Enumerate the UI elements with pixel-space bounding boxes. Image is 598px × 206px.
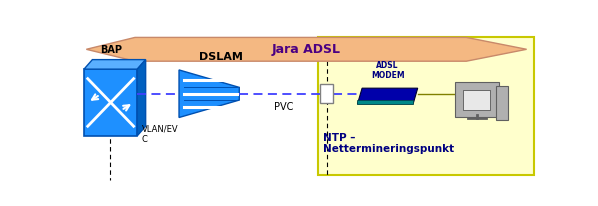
Text: NTP –
Nettermineringspunkt: NTP – Nettermineringspunkt	[323, 133, 454, 154]
FancyBboxPatch shape	[496, 86, 508, 120]
FancyBboxPatch shape	[318, 37, 533, 175]
FancyBboxPatch shape	[321, 84, 333, 103]
Polygon shape	[84, 60, 146, 69]
Text: DSLAM: DSLAM	[199, 52, 243, 62]
Text: Jara ADSL: Jara ADSL	[272, 43, 341, 56]
Text: PVC: PVC	[274, 102, 294, 112]
Polygon shape	[358, 100, 413, 104]
Polygon shape	[138, 60, 146, 136]
Text: ADSL
MODEM: ADSL MODEM	[371, 61, 404, 80]
FancyBboxPatch shape	[463, 90, 490, 110]
FancyBboxPatch shape	[84, 69, 138, 136]
Polygon shape	[86, 37, 527, 61]
FancyBboxPatch shape	[454, 82, 499, 117]
Polygon shape	[179, 70, 239, 117]
Polygon shape	[358, 88, 417, 104]
Text: BAP: BAP	[100, 45, 121, 55]
Text: VLAN/EV
C: VLAN/EV C	[142, 125, 179, 144]
